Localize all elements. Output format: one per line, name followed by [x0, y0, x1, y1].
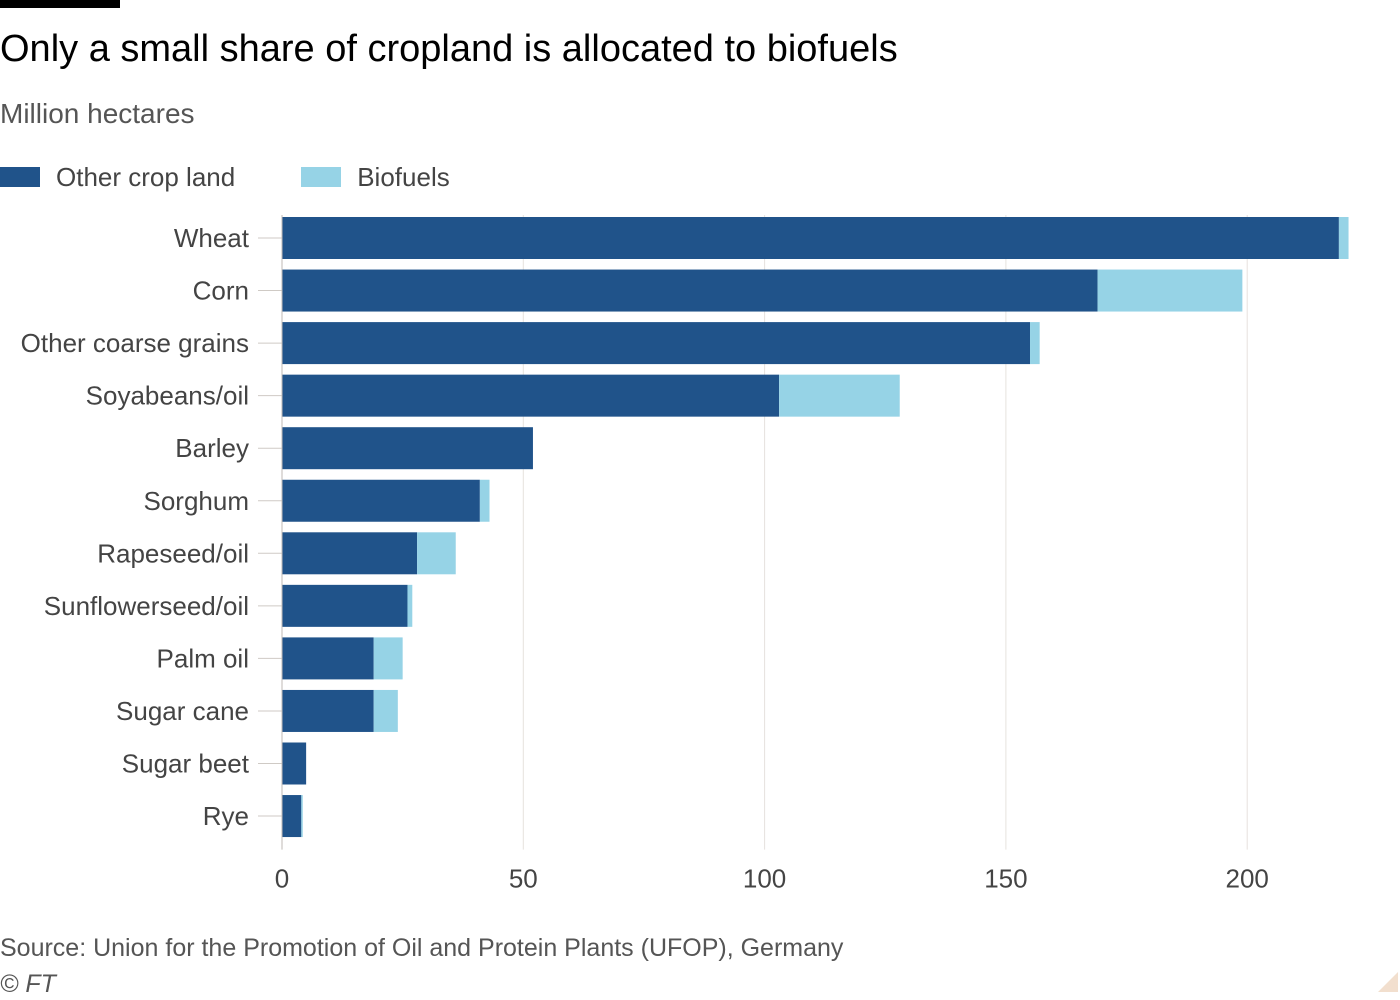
- x-tick-label-50: 50: [509, 864, 538, 894]
- bar-biofuels-palm-oil: [373, 637, 403, 680]
- bar-other-wheat: [282, 217, 1339, 259]
- bar-other-other-coarse-grains: [282, 322, 1031, 365]
- category-label-barley: Barley: [175, 433, 249, 463]
- bar-chart: Wheat Corn Other coarse grains Soyabeans/oi…: [21, 215, 1349, 894]
- source-note: Source: Union for the Promotion of Oil a…: [0, 934, 844, 962]
- category-label-rye: Rye: [203, 801, 249, 831]
- bar-biofuels-soyabeans-oil: [779, 374, 900, 417]
- category-label-palm-oil: Palm oil: [157, 643, 249, 673]
- bar-other-corn: [282, 269, 1098, 312]
- bar-biofuels-corn: [1097, 269, 1243, 312]
- legend-swatch-other: [0, 167, 40, 187]
- category-label-sugar-beet: Sugar beet: [122, 749, 250, 779]
- credit: © FT: [0, 970, 56, 998]
- bar-biofuels-rye: [301, 795, 303, 838]
- bar-other-sunflowerseed-oil: [282, 584, 408, 627]
- corner-mark: [1378, 972, 1398, 992]
- bar-other-rye: [282, 795, 302, 838]
- category-label-sugar-cane: Sugar cane: [116, 696, 249, 726]
- legend: Other crop land Biofuels: [0, 160, 516, 194]
- bar-biofuels-sugar-cane: [373, 689, 398, 732]
- bar-biofuels-sunflowerseed-oil: [407, 584, 413, 627]
- category-label-corn: Corn: [193, 276, 249, 306]
- legend-item-other: Other crop land: [0, 162, 235, 193]
- bar-other-barley: [282, 427, 533, 470]
- chart-subtitle: Million hectares: [0, 98, 195, 129]
- bar-other-sugar-beet: [282, 742, 307, 785]
- category-label-other-coarse-grains: Other coarse grains: [21, 328, 249, 358]
- top-rule: [0, 0, 120, 8]
- bar-other-sorghum: [282, 479, 480, 522]
- category-label-sorghum: Sorghum: [144, 486, 250, 516]
- category-label-sunflowerseed-oil: Sunflowerseed/oil: [44, 591, 249, 621]
- category-label-wheat: Wheat: [174, 223, 250, 253]
- bar-biofuels-wheat: [1338, 217, 1349, 259]
- x-tick-label-200: 200: [1226, 864, 1269, 894]
- chart-title: Only a small share of cropland is alloca…: [0, 28, 898, 70]
- bar-other-palm-oil: [282, 637, 374, 680]
- x-tick-label-150: 150: [984, 864, 1027, 894]
- x-tick-label-100: 100: [743, 864, 786, 894]
- legend-swatch-biofuels: [301, 167, 342, 187]
- legend-item-biofuels: Biofuels: [301, 162, 450, 193]
- legend-label-biofuels: Biofuels: [357, 161, 450, 192]
- bar-other-rapeseed-oil: [282, 532, 418, 575]
- x-tick-label-0: 0: [275, 864, 289, 894]
- category-label-soyabeans-oil: Soyabeans/oil: [86, 381, 249, 411]
- bar-other-soyabeans-oil: [282, 374, 780, 417]
- bar-biofuels-other-coarse-grains: [1030, 322, 1040, 365]
- bar-other-sugar-cane: [282, 689, 374, 732]
- category-label-rapeseed-oil: Rapeseed/oil: [97, 538, 249, 568]
- bar-biofuels-sorghum: [479, 479, 490, 522]
- legend-label-other: Other crop land: [56, 161, 236, 192]
- bar-biofuels-rapeseed-oil: [417, 532, 456, 575]
